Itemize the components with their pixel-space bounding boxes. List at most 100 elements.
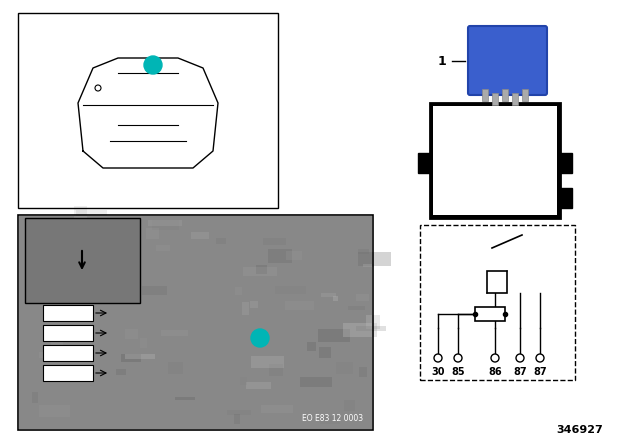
- Bar: [522, 89, 528, 101]
- Bar: [77, 211, 107, 224]
- Bar: [251, 356, 284, 368]
- Bar: [125, 328, 138, 339]
- Text: 1: 1: [150, 60, 156, 70]
- Bar: [358, 249, 369, 254]
- Bar: [359, 367, 367, 377]
- Bar: [321, 293, 336, 297]
- Bar: [236, 287, 242, 295]
- Bar: [142, 285, 168, 295]
- Text: 86: 86: [481, 195, 495, 205]
- Bar: [433, 106, 557, 215]
- Bar: [43, 325, 93, 341]
- Bar: [307, 342, 316, 351]
- Bar: [86, 265, 104, 270]
- Bar: [152, 220, 179, 230]
- Bar: [475, 307, 505, 321]
- Bar: [300, 377, 332, 387]
- Bar: [268, 249, 292, 263]
- Bar: [19, 216, 372, 429]
- Bar: [243, 267, 277, 276]
- Text: 1: 1: [438, 55, 446, 68]
- Text: 346927: 346927: [557, 425, 604, 435]
- Bar: [482, 89, 488, 101]
- Text: X60541: X60541: [49, 328, 87, 337]
- Bar: [487, 271, 507, 293]
- Bar: [234, 414, 240, 423]
- Bar: [285, 301, 314, 310]
- Bar: [38, 352, 55, 358]
- Bar: [512, 93, 518, 105]
- Bar: [168, 362, 184, 374]
- Bar: [175, 396, 195, 400]
- Circle shape: [491, 354, 499, 362]
- Bar: [430, 103, 560, 218]
- Circle shape: [144, 56, 162, 74]
- Bar: [348, 306, 365, 310]
- Text: 30: 30: [431, 367, 445, 377]
- Text: 85: 85: [451, 367, 465, 377]
- Circle shape: [516, 354, 524, 362]
- Bar: [333, 297, 339, 301]
- Bar: [560, 153, 572, 173]
- Bar: [320, 416, 340, 423]
- Bar: [418, 153, 430, 173]
- Bar: [32, 392, 38, 403]
- Text: 87a: 87a: [478, 153, 498, 163]
- Text: RELAY: RELAY: [496, 43, 518, 48]
- Bar: [43, 305, 93, 321]
- Bar: [43, 365, 93, 381]
- FancyBboxPatch shape: [468, 26, 547, 95]
- Text: 85: 85: [539, 150, 553, 160]
- Bar: [256, 265, 268, 274]
- Bar: [336, 362, 353, 374]
- Bar: [125, 354, 156, 359]
- Bar: [148, 220, 182, 226]
- Bar: [492, 93, 498, 105]
- Bar: [275, 286, 307, 294]
- Bar: [156, 246, 170, 250]
- Text: 86: 86: [488, 367, 502, 377]
- Bar: [356, 294, 369, 301]
- Text: 87: 87: [533, 367, 547, 377]
- Text: 87: 87: [513, 367, 527, 377]
- Bar: [121, 354, 141, 362]
- Circle shape: [536, 354, 544, 362]
- Bar: [344, 400, 355, 410]
- Text: K6325: K6325: [52, 349, 84, 358]
- Bar: [216, 238, 227, 244]
- Bar: [356, 326, 387, 331]
- Bar: [25, 218, 140, 303]
- Bar: [262, 238, 287, 245]
- Bar: [116, 369, 126, 375]
- Bar: [358, 252, 390, 266]
- Bar: [146, 228, 159, 239]
- Bar: [161, 330, 188, 336]
- Bar: [286, 251, 301, 259]
- Bar: [227, 410, 251, 415]
- Bar: [560, 188, 572, 208]
- Bar: [269, 364, 284, 376]
- Circle shape: [434, 354, 442, 362]
- Bar: [319, 329, 350, 342]
- Bar: [246, 382, 271, 389]
- Bar: [502, 89, 508, 101]
- Text: 87: 87: [488, 114, 502, 124]
- Bar: [39, 405, 70, 417]
- Text: X6053: X6053: [52, 309, 84, 318]
- Text: 1: 1: [257, 333, 264, 343]
- Bar: [191, 232, 209, 239]
- Bar: [51, 336, 63, 349]
- Bar: [250, 301, 258, 309]
- Bar: [74, 206, 87, 220]
- Bar: [364, 263, 374, 267]
- Bar: [366, 315, 380, 329]
- Bar: [18, 215, 373, 430]
- Circle shape: [454, 354, 462, 362]
- Bar: [343, 323, 377, 337]
- Text: X6325: X6325: [52, 369, 84, 378]
- Bar: [260, 405, 293, 413]
- Circle shape: [251, 329, 269, 347]
- Bar: [18, 13, 278, 208]
- Bar: [241, 302, 249, 315]
- Bar: [43, 345, 93, 361]
